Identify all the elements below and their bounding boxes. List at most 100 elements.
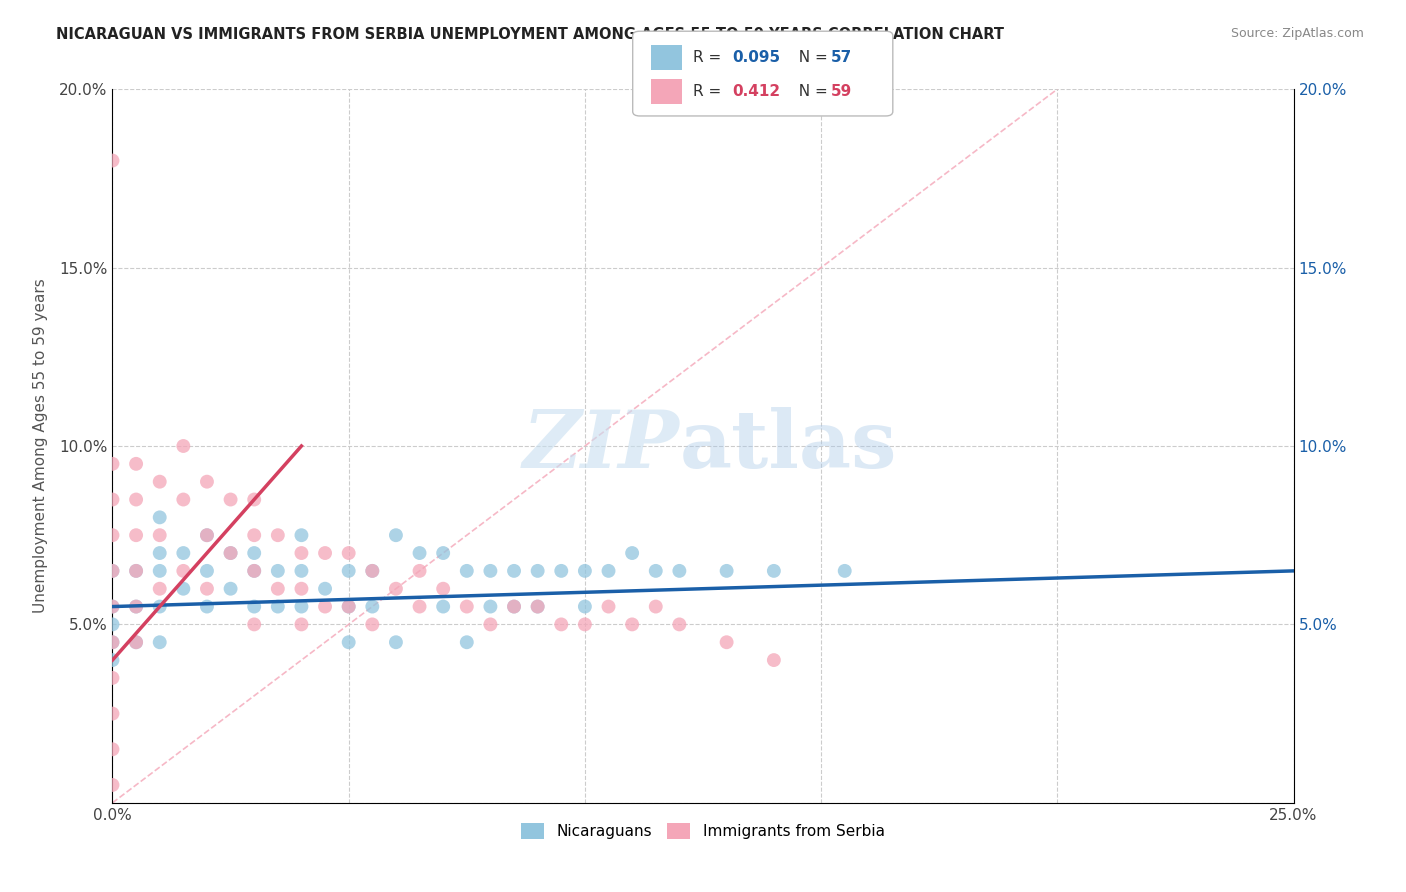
Text: ZIP: ZIP	[523, 408, 679, 484]
Point	[408, 599, 430, 614]
Text: Source: ZipAtlas.com: Source: ZipAtlas.com	[1230, 27, 1364, 40]
Point	[361, 564, 384, 578]
Text: N =: N =	[789, 51, 832, 65]
Point	[598, 599, 620, 614]
Point	[101, 617, 124, 632]
Point	[101, 635, 124, 649]
Point	[149, 635, 172, 649]
Point	[101, 778, 124, 792]
Point	[195, 582, 218, 596]
Point	[101, 671, 124, 685]
Y-axis label: Unemployment Among Ages 55 to 59 years: Unemployment Among Ages 55 to 59 years	[34, 278, 48, 614]
Point	[101, 492, 124, 507]
Point	[337, 564, 360, 578]
Point	[149, 528, 172, 542]
Text: NICARAGUAN VS IMMIGRANTS FROM SERBIA UNEMPLOYMENT AMONG AGES 55 TO 59 YEARS CORR: NICARAGUAN VS IMMIGRANTS FROM SERBIA UNE…	[56, 27, 1004, 42]
Point	[195, 475, 218, 489]
Point	[762, 653, 785, 667]
Point	[834, 564, 856, 578]
Point	[243, 546, 266, 560]
Point	[314, 546, 336, 560]
Point	[408, 546, 430, 560]
Point	[172, 546, 194, 560]
Point	[337, 635, 360, 649]
Text: N =: N =	[789, 85, 832, 99]
Point	[101, 635, 124, 649]
Point	[479, 617, 502, 632]
Point	[172, 492, 194, 507]
Point	[314, 582, 336, 596]
Point	[526, 599, 548, 614]
Text: 0.095: 0.095	[733, 51, 780, 65]
Point	[267, 564, 290, 578]
Point	[503, 564, 526, 578]
Text: R =: R =	[693, 51, 727, 65]
Point	[503, 599, 526, 614]
Point	[149, 510, 172, 524]
Point	[550, 564, 572, 578]
Point	[125, 635, 148, 649]
Point	[243, 564, 266, 578]
Point	[479, 564, 502, 578]
Point	[219, 546, 242, 560]
Point	[456, 635, 478, 649]
Legend: Nicaraguans, Immigrants from Serbia: Nicaraguans, Immigrants from Serbia	[515, 817, 891, 845]
Point	[668, 617, 690, 632]
Point	[267, 582, 290, 596]
Point	[621, 617, 644, 632]
Point	[195, 599, 218, 614]
Point	[290, 599, 312, 614]
Text: 0.412: 0.412	[733, 85, 780, 99]
Point	[337, 599, 360, 614]
Text: 57: 57	[831, 51, 852, 65]
Point	[361, 617, 384, 632]
Point	[456, 564, 478, 578]
Point	[125, 492, 148, 507]
Point	[149, 564, 172, 578]
Point	[574, 599, 596, 614]
Point	[432, 546, 454, 560]
Point	[574, 564, 596, 578]
Point	[716, 635, 738, 649]
Point	[267, 528, 290, 542]
Point	[267, 599, 290, 614]
Point	[125, 599, 148, 614]
Point	[195, 564, 218, 578]
Point	[526, 599, 548, 614]
Point	[361, 599, 384, 614]
Point	[337, 546, 360, 560]
Point	[195, 528, 218, 542]
Point	[125, 564, 148, 578]
Point	[101, 653, 124, 667]
Point	[219, 492, 242, 507]
Point	[290, 528, 312, 542]
Point	[574, 617, 596, 632]
Point	[101, 564, 124, 578]
Point	[243, 599, 266, 614]
Point	[149, 599, 172, 614]
Point	[125, 564, 148, 578]
Point	[243, 564, 266, 578]
Point	[125, 528, 148, 542]
Point	[219, 546, 242, 560]
Point	[550, 617, 572, 632]
Point	[101, 564, 124, 578]
Point	[149, 546, 172, 560]
Point	[101, 599, 124, 614]
Point	[125, 599, 148, 614]
Point	[172, 582, 194, 596]
Point	[432, 582, 454, 596]
Point	[243, 528, 266, 542]
Point	[716, 564, 738, 578]
Point	[125, 457, 148, 471]
Point	[149, 475, 172, 489]
Point	[101, 706, 124, 721]
Point	[644, 564, 666, 578]
Point	[243, 492, 266, 507]
Point	[621, 546, 644, 560]
Point	[101, 153, 124, 168]
Point	[432, 599, 454, 614]
Point	[125, 635, 148, 649]
Point	[101, 742, 124, 756]
Point	[290, 582, 312, 596]
